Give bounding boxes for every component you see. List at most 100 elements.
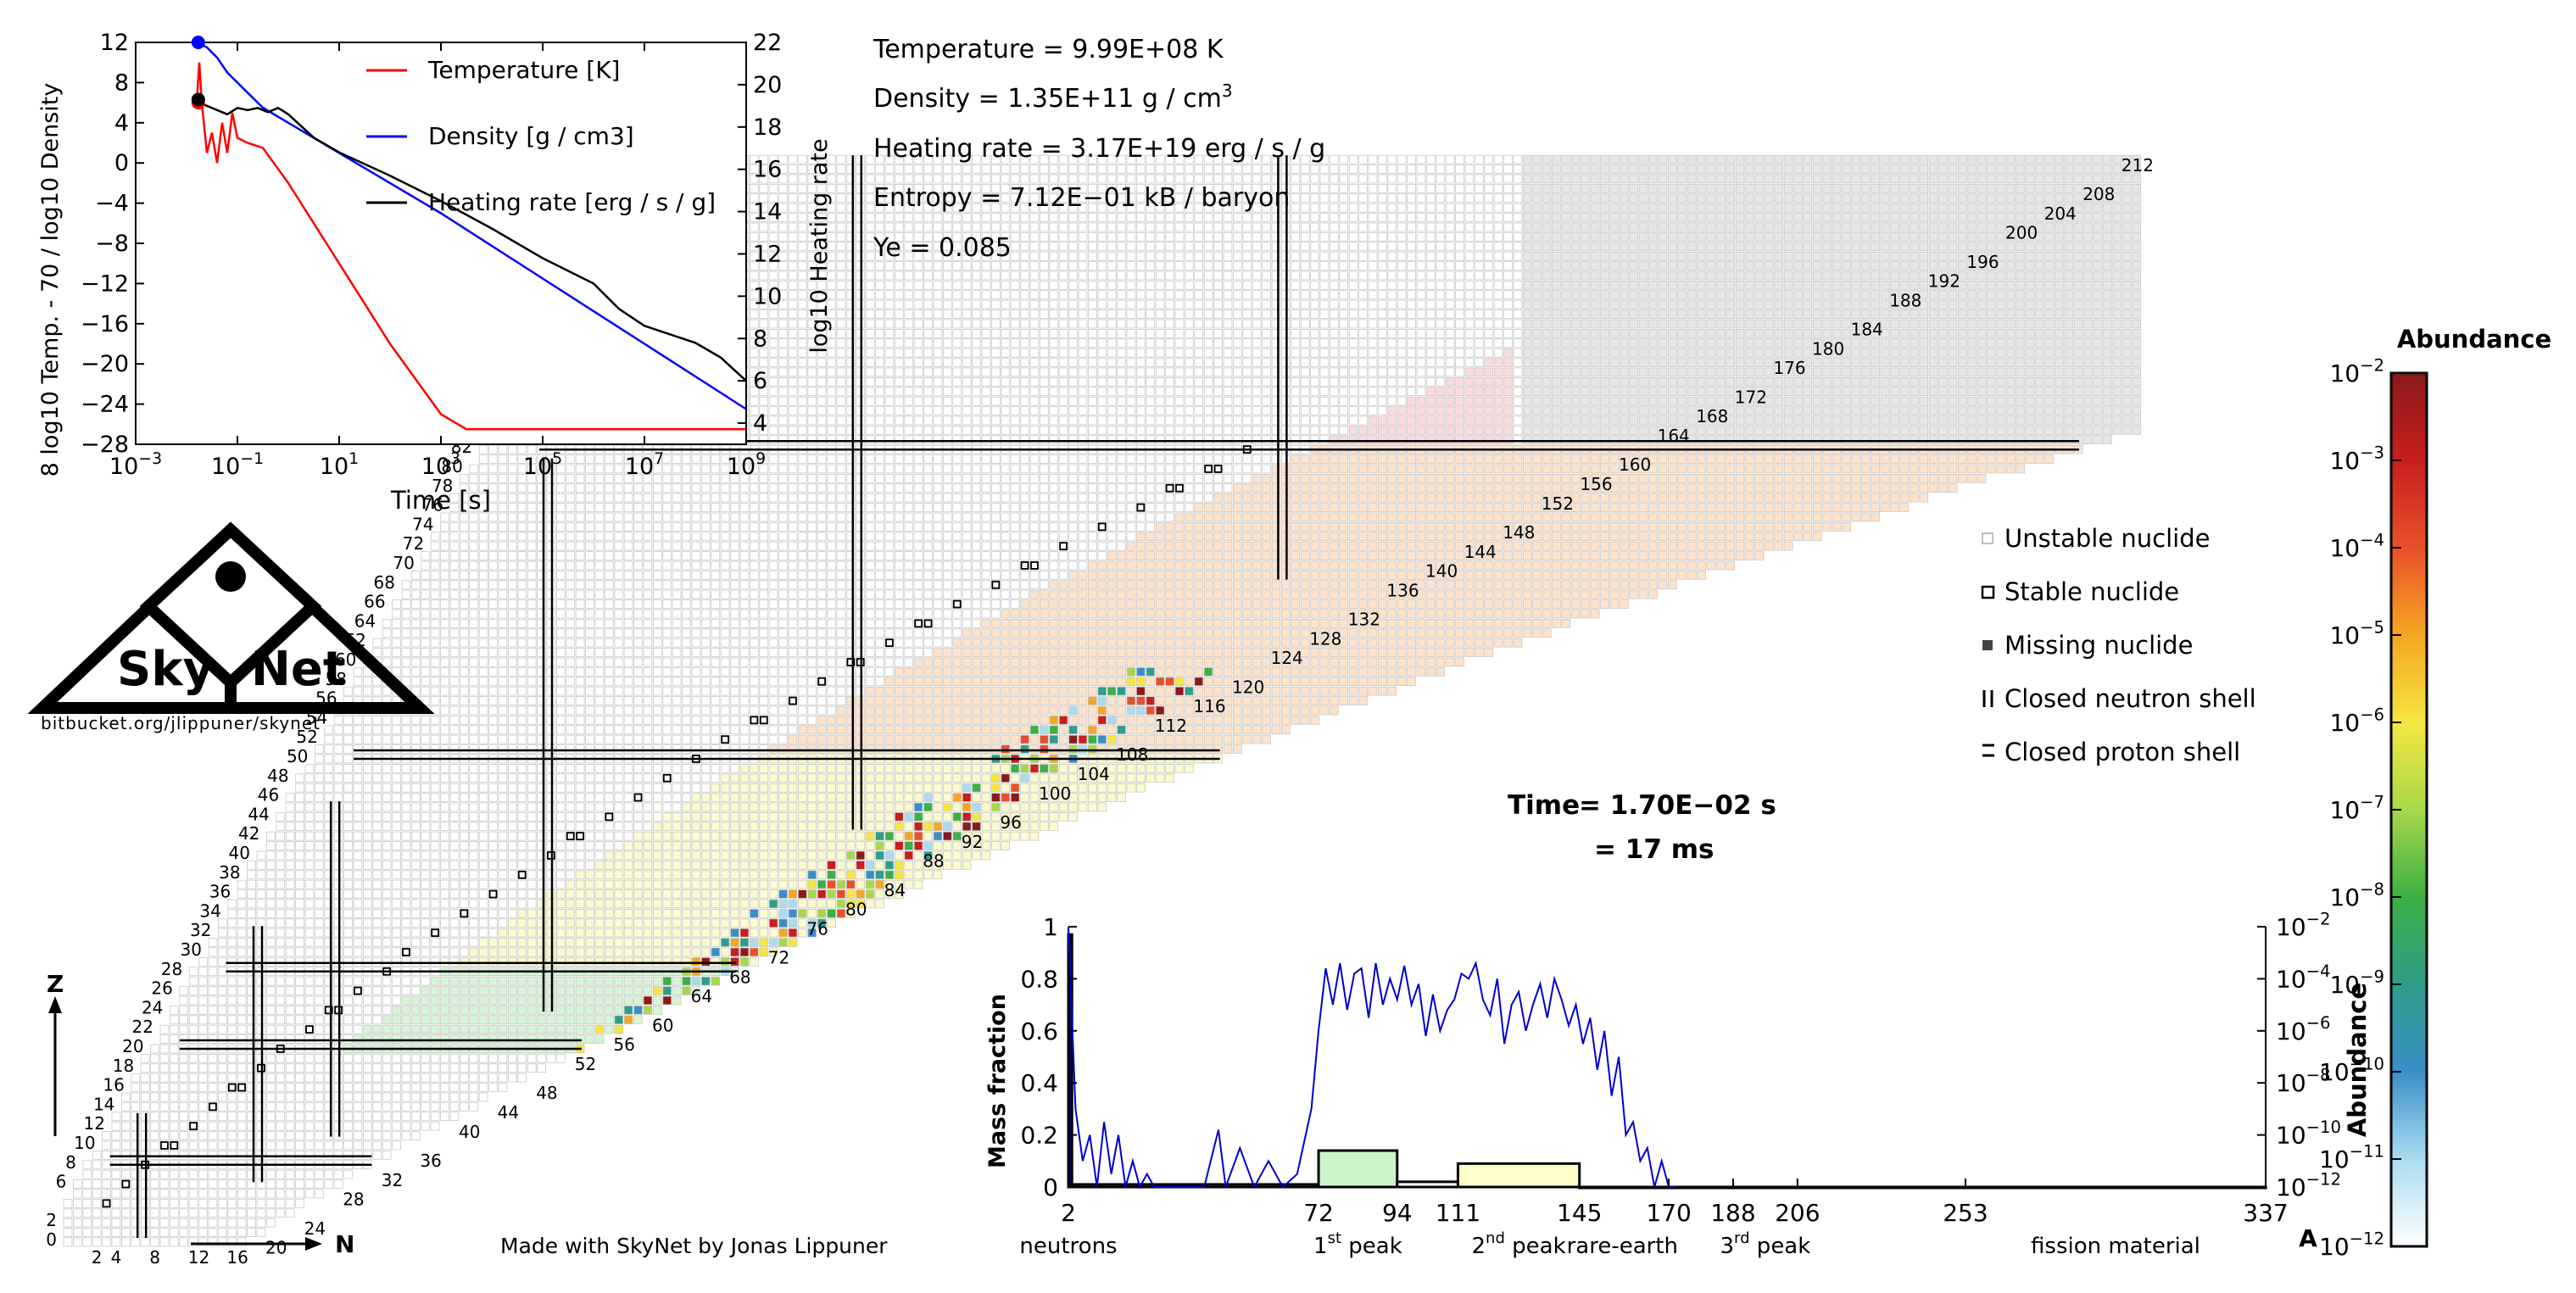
nuclide-cell bbox=[653, 938, 662, 947]
nuclide-cell bbox=[217, 1073, 227, 1083]
nuclide-cell bbox=[836, 861, 846, 870]
nuclide-cell bbox=[382, 831, 392, 841]
nuclide-cell bbox=[1010, 734, 1020, 744]
nuclide-cell bbox=[1407, 628, 1416, 638]
nuclide-cell bbox=[1107, 773, 1117, 783]
nuclide-cell bbox=[1165, 677, 1174, 687]
nuclide-cell bbox=[140, 1092, 150, 1102]
nuclide-cell bbox=[1136, 725, 1146, 735]
nuclide-cell bbox=[768, 648, 778, 657]
nuclide-cell bbox=[159, 1140, 170, 1151]
nuclide-cell bbox=[1194, 638, 1204, 648]
nuclide-cell bbox=[594, 716, 605, 725]
nuclide-cell bbox=[276, 976, 286, 986]
nuclide-cell bbox=[430, 783, 440, 793]
nuclide-cell bbox=[401, 657, 411, 667]
nuclide-cell bbox=[614, 822, 624, 832]
nuclide-cell bbox=[672, 764, 682, 773]
nuclide-cell bbox=[1010, 773, 1020, 783]
nuclide-cell bbox=[566, 928, 576, 938]
nuclide-cell bbox=[768, 677, 778, 687]
nuclide-cell bbox=[943, 696, 952, 705]
nuclide-cell bbox=[179, 1015, 189, 1025]
nuclide-cell bbox=[614, 1024, 624, 1034]
nuclide-cell bbox=[585, 1024, 594, 1034]
nuclide-cell bbox=[498, 986, 508, 995]
nuclide-cell bbox=[237, 957, 247, 967]
nuclide-cell bbox=[662, 938, 672, 947]
nuclide-cell bbox=[884, 879, 895, 889]
nuclide-cell bbox=[217, 928, 227, 938]
nuclide-cell bbox=[517, 802, 527, 812]
nuclide-cell bbox=[585, 773, 594, 783]
nuclide-cell bbox=[913, 638, 923, 648]
nuclide-cell bbox=[691, 599, 701, 609]
nuclide-cell bbox=[1174, 648, 1185, 657]
nuclide-cell bbox=[440, 609, 449, 619]
nuclide-cell bbox=[614, 918, 624, 928]
nuclide-cell bbox=[1620, 571, 1629, 580]
nuclide-cell bbox=[488, 609, 498, 619]
nuclide-cell bbox=[1155, 657, 1165, 667]
nuclide-cell bbox=[546, 1015, 556, 1025]
nuclide-cell bbox=[440, 657, 449, 667]
nuclide-cell bbox=[460, 1073, 469, 1083]
nuclide-cell bbox=[392, 879, 401, 889]
nuclide-cell bbox=[605, 764, 614, 773]
nuclide-cell bbox=[1049, 716, 1059, 725]
nuclide-cell bbox=[739, 793, 750, 802]
nuclide-cell bbox=[1194, 716, 1204, 725]
nuclide-cell bbox=[1271, 648, 1281, 657]
nuclide-cell bbox=[537, 560, 546, 571]
nuclide-cell bbox=[392, 909, 401, 918]
nuclide-cell bbox=[933, 609, 943, 619]
nuclide-cell bbox=[682, 677, 691, 687]
stable-nuclide bbox=[488, 889, 498, 899]
nuclide-cell bbox=[711, 705, 721, 716]
nuclide-cell bbox=[1088, 773, 1097, 783]
nuclide-cell bbox=[1117, 725, 1126, 735]
nuclide-cell bbox=[585, 580, 594, 590]
nuclide-cell bbox=[585, 725, 594, 735]
nuclide-cell bbox=[730, 831, 739, 841]
nuclide-cell bbox=[256, 1208, 266, 1218]
nuclide-cell bbox=[1542, 599, 1552, 609]
nuclide-cell bbox=[227, 1121, 237, 1131]
stable-nuclide bbox=[914, 619, 923, 628]
nuclide-cell bbox=[392, 918, 401, 928]
nuclide-cell bbox=[1271, 609, 1281, 619]
nuclide-cell bbox=[1146, 677, 1156, 687]
nuclide-cell bbox=[662, 841, 672, 850]
nuclide-cell bbox=[304, 822, 315, 832]
nuclide-cell bbox=[478, 580, 488, 590]
nuclide-cell bbox=[131, 1131, 141, 1140]
nuclide-cell bbox=[1049, 744, 1059, 754]
nuclide-cell bbox=[460, 861, 469, 870]
nuclide-cell bbox=[981, 677, 991, 687]
nuclide-cell bbox=[208, 1112, 218, 1122]
nuclide-cell bbox=[460, 1063, 469, 1073]
nuclide-cell bbox=[836, 638, 846, 648]
nuclide-cell bbox=[314, 918, 324, 928]
nuclide-cell bbox=[517, 764, 527, 773]
nuclide-cell bbox=[633, 812, 643, 822]
nuclide-cell bbox=[1185, 725, 1194, 735]
nuclide-cell bbox=[179, 1034, 189, 1044]
nuclide-cell bbox=[410, 628, 421, 638]
nuclide-cell bbox=[913, 861, 923, 870]
nuclide-cell bbox=[304, 1169, 315, 1179]
nuclide-cell bbox=[324, 1054, 334, 1063]
nuclide-cell bbox=[460, 976, 469, 986]
nuclide-cell bbox=[672, 870, 682, 880]
nuclide-cell bbox=[1407, 599, 1416, 609]
nuclide-cell bbox=[401, 589, 411, 599]
nuclide-cell bbox=[913, 764, 923, 773]
nuclide-cell bbox=[778, 938, 788, 947]
nuclide-cell bbox=[410, 1083, 421, 1092]
nuclide-cell bbox=[662, 822, 672, 832]
nuclide-cell bbox=[778, 764, 788, 773]
nuclide-cell bbox=[750, 957, 759, 967]
nuclide-cell bbox=[865, 677, 875, 687]
nuclide-cell bbox=[392, 734, 401, 744]
nuclide-cell bbox=[392, 1112, 401, 1122]
